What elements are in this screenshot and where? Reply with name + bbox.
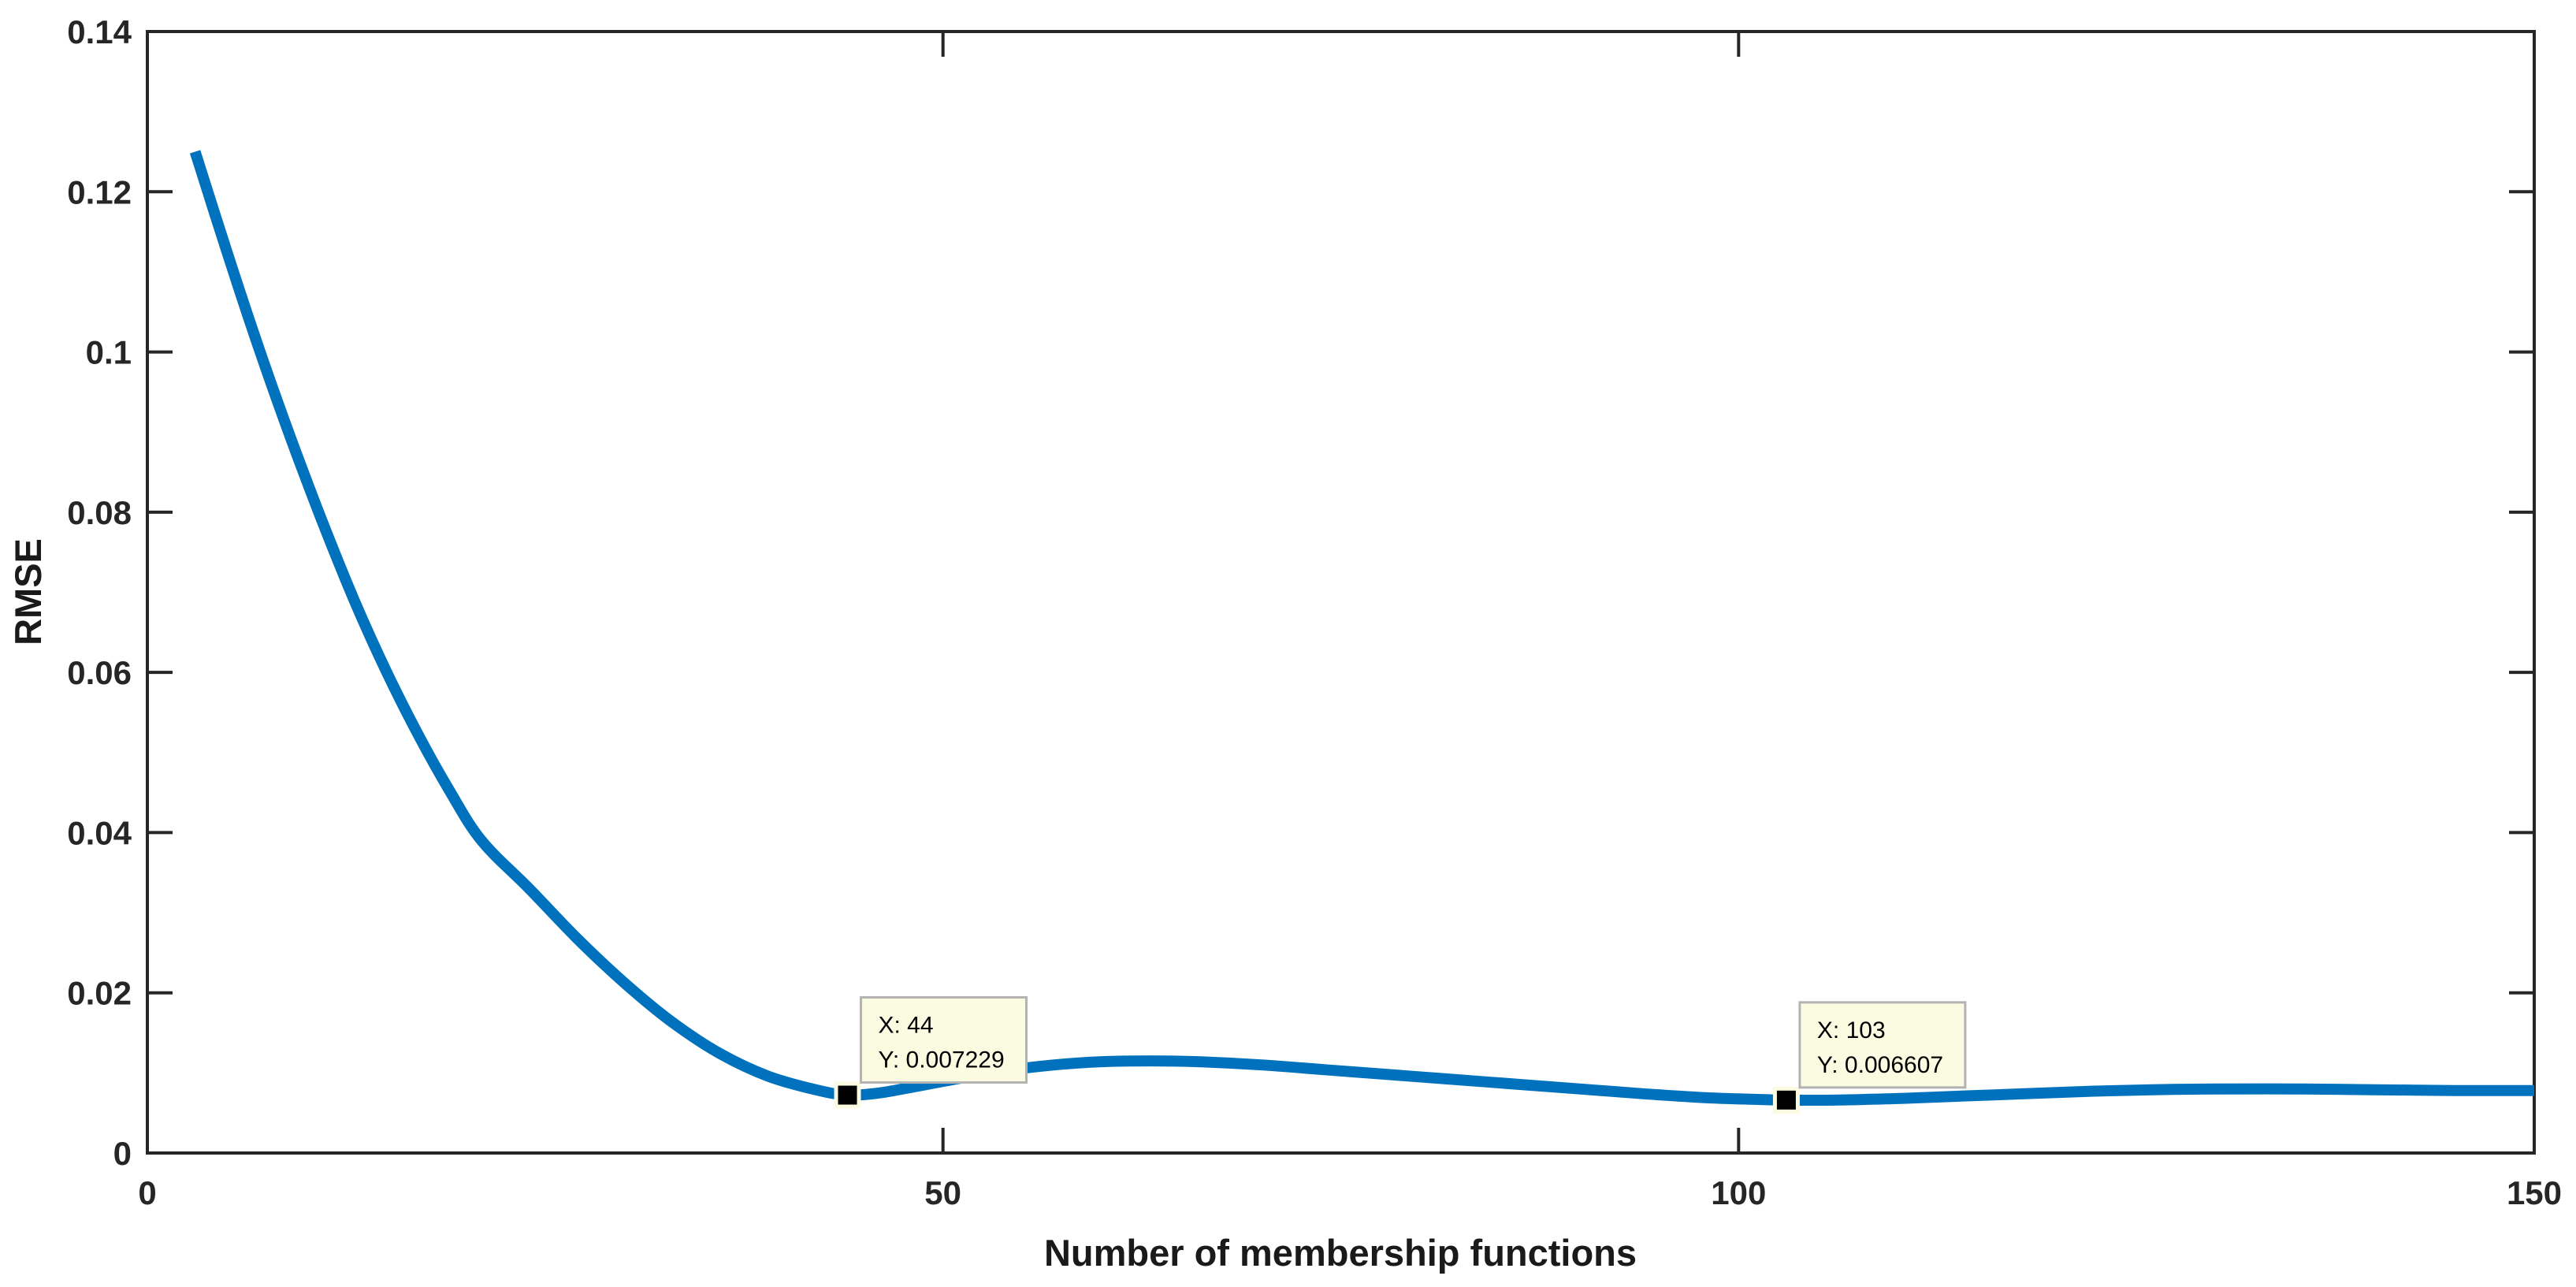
x-tick-label: 0 bbox=[138, 1174, 156, 1211]
rmse-curve[interactable] bbox=[189, 150, 2535, 1107]
x-axis-label: Number of membership functions bbox=[1044, 1232, 1637, 1274]
datatip-x-value: X: 44 bbox=[879, 1013, 934, 1039]
datatip-marker[interactable] bbox=[838, 1085, 857, 1105]
datatips-layer: X: 44 Y: 0.007229 X: 103 Y: 0.006607 bbox=[834, 996, 1967, 1114]
plot-area bbox=[146, 30, 2536, 1155]
x-tick-label: 150 bbox=[2507, 1174, 2562, 1211]
datatip-y-value: Y: 0.007229 bbox=[879, 1047, 1005, 1073]
y-tick-label: 0.06 bbox=[67, 654, 132, 691]
y-tick-label: 0.02 bbox=[67, 975, 132, 1012]
series-layer bbox=[189, 150, 2535, 1107]
y-tick-label: 0.08 bbox=[67, 494, 132, 531]
datatip-box[interactable] bbox=[1798, 1001, 1967, 1089]
y-tick-label: 0.1 bbox=[86, 334, 132, 371]
x-tick-label: 50 bbox=[924, 1174, 961, 1211]
y-tick-label: 0.12 bbox=[67, 173, 132, 210]
datatip-x-value: X: 103 bbox=[1817, 1017, 1886, 1043]
datatip-marker[interactable] bbox=[1776, 1090, 1796, 1110]
ticks-layer: 0 50 100 150 0 0.02 0.04 0.06 0.08 0.1 0.12 0.14 bbox=[67, 13, 2562, 1211]
x-tick-label: 100 bbox=[1711, 1174, 1766, 1211]
y-tick-label: 0.04 bbox=[67, 814, 132, 851]
datatip-y-value: Y: 0.006607 bbox=[1817, 1052, 1943, 1078]
y-tick-label: 0 bbox=[113, 1135, 132, 1172]
datatip-box[interactable] bbox=[860, 996, 1028, 1084]
y-axis-label: RMSE bbox=[7, 538, 49, 645]
y-tick-label: 0.14 bbox=[67, 13, 132, 50]
